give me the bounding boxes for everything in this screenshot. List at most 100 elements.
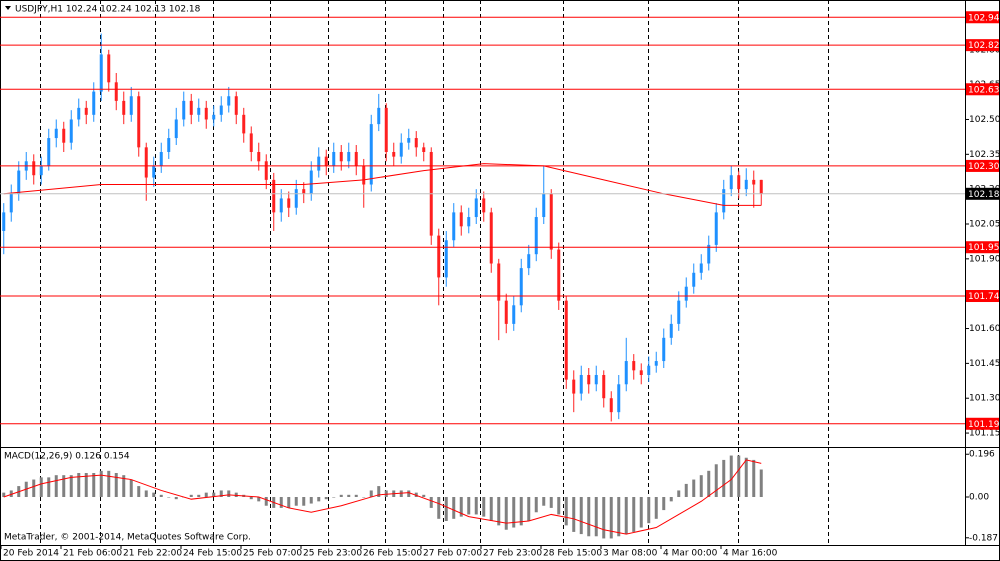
macd-bar (287, 497, 291, 508)
macd-bar (572, 497, 576, 532)
candle-body (399, 142, 403, 157)
candle-body (407, 138, 411, 143)
candle-body (294, 189, 298, 208)
candle-body (32, 161, 36, 176)
candle-body (339, 151, 343, 162)
copyright: MetaTrader, © 2001-2014, MetaQuotes Soft… (4, 533, 251, 543)
candle-body (317, 156, 321, 171)
candle-body (519, 268, 523, 306)
macd-bar (707, 470, 711, 497)
candle-body (69, 119, 73, 143)
macd-bar (654, 497, 658, 519)
macd-bar (632, 497, 636, 532)
candle-body (107, 54, 111, 83)
level-label-box (966, 290, 999, 303)
candle-body (167, 138, 171, 152)
candle-body (474, 198, 478, 218)
level-label: 102.82 (968, 41, 1000, 51)
macd-bar (752, 459, 756, 497)
candle-body (257, 151, 261, 162)
macd-bar (62, 475, 66, 497)
macd-bar (542, 497, 546, 506)
level-label: 101.74 (968, 292, 1000, 302)
candle-body (624, 361, 628, 385)
candle-body (62, 128, 66, 143)
level-label-box (966, 11, 999, 24)
y-tick-label: 0.196 (969, 450, 995, 460)
candle-body (707, 244, 711, 264)
macd-bar (257, 497, 261, 502)
macd-bar (324, 497, 328, 500)
candle-body (572, 379, 576, 394)
macd-bar (159, 494, 163, 497)
candle-body (602, 374, 606, 399)
macd-bar (204, 492, 208, 497)
level-label-box (966, 83, 999, 96)
macd-bar (722, 459, 726, 497)
candle-body (392, 151, 396, 157)
macd-bar (249, 497, 253, 500)
candle-body (729, 175, 733, 190)
candle-body (534, 217, 538, 255)
indicator-line (3, 459, 762, 535)
x-tick-label: 3 Mar 08:00 (603, 549, 658, 559)
x-tick-label: 27 Feb 07:00 (423, 549, 482, 559)
macd-bar (399, 490, 403, 497)
macd-bar (279, 497, 283, 508)
macd-bar (459, 497, 463, 517)
macd-bar (437, 497, 441, 519)
macd-bar (549, 497, 553, 508)
y-tick-label: 0.00 (969, 493, 989, 503)
candle-body (587, 374, 591, 385)
menu-triangle (5, 6, 11, 10)
macd-bar (737, 455, 741, 497)
macd-bar (624, 497, 628, 535)
candle-body (542, 193, 546, 218)
level-label: 101.95 (968, 243, 1000, 253)
candle-body (54, 128, 58, 139)
macd-bar (534, 497, 538, 513)
macd-bar (407, 490, 411, 497)
candle-body (564, 300, 568, 380)
macd-bar (617, 497, 621, 537)
macd-title: MACD(12,26,9) 0.126 0.154 (4, 452, 130, 462)
candle-body (557, 249, 561, 301)
macd-bar (444, 497, 448, 521)
candle-body (362, 165, 366, 185)
candle-body (647, 365, 651, 375)
candle-body (384, 107, 388, 152)
candle-body (219, 105, 223, 115)
macd-bar (497, 497, 501, 526)
candle-body (744, 179, 748, 190)
macd-bar (519, 497, 523, 526)
x-tick-label: 4 Mar 00:00 (663, 549, 718, 559)
candle-body (369, 124, 373, 185)
candle-body (272, 179, 276, 213)
candle-body (242, 114, 246, 134)
macd-bar (474, 497, 478, 515)
x-tick-label: 25 Feb 07:00 (243, 549, 302, 559)
candle-body (279, 198, 283, 213)
candle-body (2, 212, 6, 231)
candle-body (579, 374, 583, 394)
candle-body (249, 133, 253, 152)
macd-bar (197, 494, 201, 497)
macd-bar (669, 497, 673, 502)
x-tick-label: 20 Feb 2014 (3, 549, 59, 559)
macd-bar (294, 497, 298, 506)
macd-bar (429, 497, 433, 508)
candle-body (617, 384, 621, 413)
candle-body (527, 254, 531, 269)
macd-bar (2, 492, 6, 497)
macd-bar (144, 490, 148, 497)
indicator-line (3, 163, 762, 206)
candle-body (677, 300, 681, 324)
macd-bar (422, 494, 426, 497)
y-tick-label: -0.187 (969, 533, 998, 543)
candle-body (39, 165, 43, 176)
macd-bar (594, 497, 598, 537)
level-label-box (966, 241, 999, 254)
macd-bar (647, 497, 651, 524)
candle-body (182, 100, 186, 120)
candle-body (482, 198, 486, 213)
